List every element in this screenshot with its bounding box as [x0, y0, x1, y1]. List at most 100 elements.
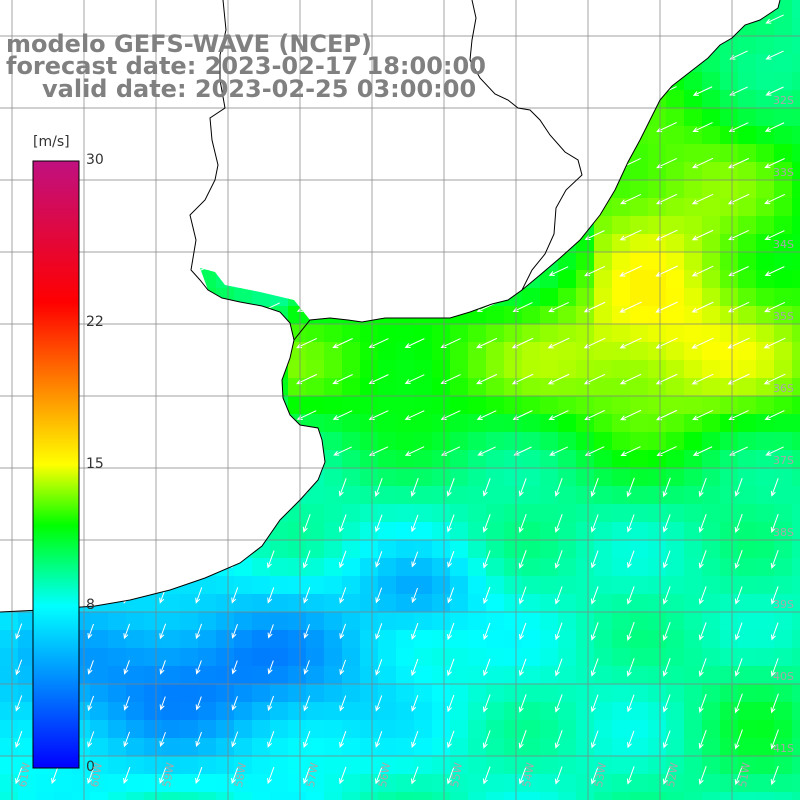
field-cell [288, 576, 307, 595]
wind-arrow [368, 266, 389, 276]
field-cell [252, 162, 271, 181]
wind-arrow [554, 694, 563, 713]
field-cell [738, 180, 757, 199]
field-cell [180, 756, 199, 775]
field-cell [612, 72, 631, 91]
field-cell [414, 108, 433, 127]
field-cell [324, 270, 343, 289]
field-cell [396, 702, 415, 721]
wind-arrow [117, 374, 137, 384]
field-cell [450, 774, 469, 793]
field-cell [450, 792, 469, 800]
field-cell [774, 144, 793, 163]
field-cell [792, 36, 800, 55]
field-cell [0, 306, 19, 325]
field-cell [234, 522, 253, 541]
field-cell [576, 774, 595, 793]
field-cell [288, 378, 307, 397]
field-cell [504, 144, 523, 163]
field-cell [630, 684, 649, 703]
field-cell [756, 36, 775, 55]
field-cell [342, 126, 361, 145]
field-cell [180, 378, 199, 397]
field-cell [432, 216, 451, 235]
field-cell [270, 450, 289, 469]
field-cell [612, 504, 631, 523]
wind-arrow [261, 122, 280, 132]
field-cell [0, 378, 19, 397]
field-cell [612, 414, 631, 433]
field-cell [648, 594, 667, 613]
field-cell [612, 90, 631, 109]
field-cell [720, 666, 739, 685]
field-cell [414, 324, 433, 343]
field-cell [432, 774, 451, 793]
wind-arrow [189, 230, 208, 240]
field-cell [324, 540, 343, 559]
field-cell [306, 576, 325, 595]
wind-arrow [117, 446, 136, 456]
field-cell [144, 774, 163, 793]
field-cell [576, 540, 595, 559]
field-cell [216, 162, 235, 181]
field-cell [540, 576, 559, 595]
east-coastline [521, 0, 781, 291]
field-cell [198, 540, 217, 559]
field-cell [342, 288, 361, 307]
wind-arrow [734, 478, 743, 497]
latitude-label: 34S [773, 238, 794, 251]
field-cell [180, 180, 199, 199]
field-cell [774, 774, 793, 793]
field-cell [216, 720, 235, 739]
wind-arrow [116, 338, 137, 348]
field-cell [396, 450, 415, 469]
field-cell [162, 234, 181, 253]
field-cell [162, 360, 181, 379]
field-cell [162, 396, 181, 415]
field-cell [360, 612, 379, 631]
field-cell [612, 144, 631, 163]
field-cell [90, 666, 109, 685]
field-cell [504, 198, 523, 217]
field-cell [396, 0, 415, 19]
wind-arrow [266, 550, 275, 569]
field-cell [576, 486, 595, 505]
field-cell [162, 630, 181, 649]
field-cell [468, 216, 487, 235]
field-cell [774, 162, 793, 181]
field-cell [144, 396, 163, 415]
wind-arrow [729, 86, 748, 96]
field-cell [90, 576, 109, 595]
wind-arrow [447, 694, 455, 713]
field-cell [0, 666, 19, 685]
field-cell [0, 270, 19, 289]
field-cell [342, 756, 361, 775]
field-cell [396, 666, 415, 685]
field-cell [198, 612, 217, 631]
wind-arrow [81, 230, 100, 240]
field-cell [288, 216, 307, 235]
field-cell [306, 720, 325, 739]
field-cell [378, 612, 397, 631]
field-cell [486, 576, 505, 595]
wind-arrow [303, 730, 311, 749]
field-cell [90, 558, 109, 577]
wind-arrow [626, 586, 635, 605]
field-cell [504, 270, 523, 289]
wind-arrow [231, 624, 238, 639]
field-cell [432, 288, 451, 307]
field-cell [738, 792, 757, 800]
wind-arrow [123, 550, 131, 569]
field-cell [396, 558, 415, 577]
wind-arrow [548, 266, 569, 276]
field-cell [288, 792, 307, 800]
field-cell [504, 324, 523, 343]
field-cell [126, 648, 145, 667]
field-cell [486, 342, 505, 361]
wind-arrow [87, 766, 95, 785]
field-cell [90, 216, 109, 235]
field-cell [648, 36, 667, 55]
field-cell [396, 324, 415, 343]
field-cell [198, 738, 217, 757]
field-cell [180, 198, 199, 217]
